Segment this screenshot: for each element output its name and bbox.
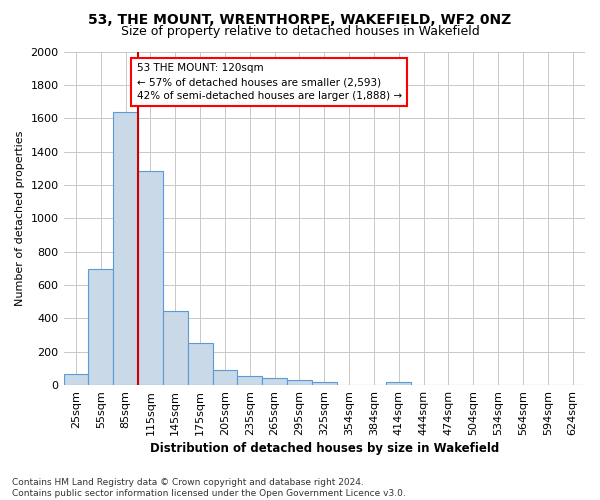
Bar [312,382,337,385]
Bar [88,269,113,385]
Bar [113,112,138,385]
Text: 53 THE MOUNT: 120sqm
← 57% of detached houses are smaller (2,593)
42% of semi-de: 53 THE MOUNT: 120sqm ← 57% of detached h… [137,63,401,101]
Bar [212,370,238,385]
Bar [287,380,312,385]
Bar [188,342,212,385]
X-axis label: Distribution of detached houses by size in Wakefield: Distribution of detached houses by size … [149,442,499,455]
Bar [238,376,262,385]
Text: 53, THE MOUNT, WRENTHORPE, WAKEFIELD, WF2 0NZ: 53, THE MOUNT, WRENTHORPE, WAKEFIELD, WF… [88,12,512,26]
Text: Size of property relative to detached houses in Wakefield: Size of property relative to detached ho… [121,25,479,38]
Bar [386,382,411,385]
Y-axis label: Number of detached properties: Number of detached properties [15,130,25,306]
Bar [163,311,188,385]
Text: Contains HM Land Registry data © Crown copyright and database right 2024.
Contai: Contains HM Land Registry data © Crown c… [12,478,406,498]
Bar [262,378,287,385]
Bar [138,171,163,385]
Bar [64,374,88,385]
